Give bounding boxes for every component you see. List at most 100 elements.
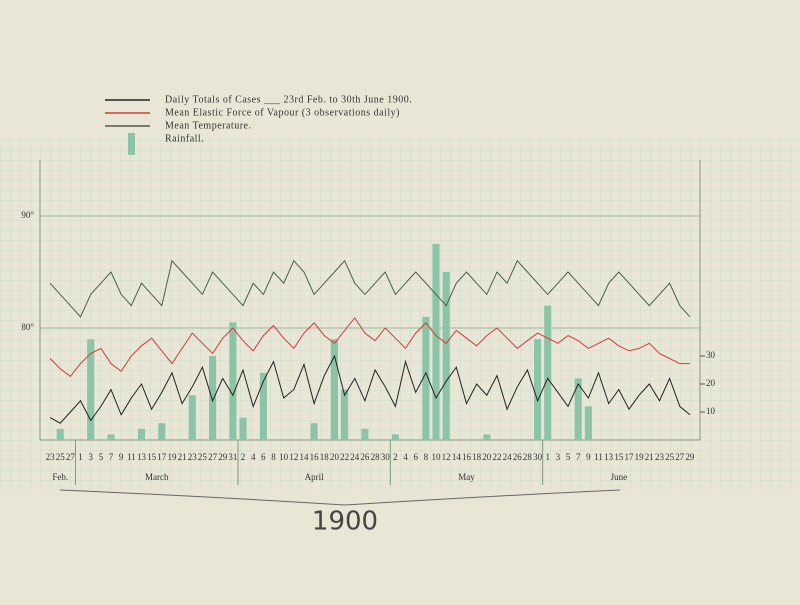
bar [239,417,247,440]
x-tick-label: 20 [330,452,340,462]
year-brace [59,489,621,506]
x-tick-label: 5 [99,452,104,462]
x-tick-label: 14 [299,452,309,462]
bar [87,339,95,440]
x-tick-label: 7 [576,452,581,462]
bar [361,428,369,440]
x-tick-label: 30 [533,452,543,462]
x-tick-label: 3 [88,452,93,462]
x-tick-label: 8 [424,452,429,462]
month-label: Feb. [52,472,68,482]
grid-background [0,140,800,490]
month-label: June [611,472,628,482]
x-tick-label: 4 [403,452,408,462]
x-tick-label: 22 [492,452,501,462]
bar [483,434,491,440]
bar [534,339,542,440]
legend-label: Rainfall. [165,133,204,144]
bar [158,423,166,440]
x-tick-label: 20 [482,452,492,462]
y2-tick-label: 30 [706,350,716,360]
bar [432,244,440,440]
bar [188,395,196,440]
month-label: March [145,472,169,482]
x-tick-label: 11 [127,452,136,462]
x-tick-label: 6 [413,452,418,462]
x-tick-label: 16 [462,452,472,462]
x-tick-label: 5 [566,452,571,462]
x-tick-label: 16 [310,452,320,462]
x-tick-label: 15 [614,452,624,462]
x-tick-label: 6 [261,452,266,462]
x-tick-label: 21 [645,452,654,462]
x-tick-label: 3 [556,452,561,462]
x-tick-label: 2 [393,452,398,462]
x-tick-label: 12 [442,452,451,462]
bar [310,423,318,440]
x-tick-label: 21 [178,452,187,462]
x-tick-label: 13 [604,452,614,462]
x-tick-label: 17 [624,452,634,462]
x-tick-label: 24 [503,452,513,462]
x-tick-label: 25 [56,452,66,462]
bar [259,372,267,440]
x-tick-label: 29 [685,452,695,462]
x-tick-label: 27 [675,452,685,462]
x-tick-label: 17 [157,452,167,462]
x-tick-label: 14 [452,452,462,462]
x-tick-label: 23 [46,452,56,462]
series-line [49,259,691,318]
x-tick-label: 12 [289,452,298,462]
x-tick-label: 8 [271,452,276,462]
x-tick-label: 23 [188,452,198,462]
x-tick-label: 15 [147,452,157,462]
x-tick-label: 19 [167,452,177,462]
bar [341,389,349,440]
x-tick-label: 18 [320,452,330,462]
bar [391,434,399,440]
bar [584,406,592,440]
bar [422,316,430,440]
series-line [49,354,691,424]
x-tick-label: 10 [432,452,442,462]
x-tick-label: 27 [208,452,218,462]
x-tick-label: 13 [137,452,147,462]
bar [330,339,339,440]
bar [107,434,115,440]
bar [442,272,450,440]
x-tick-label: 24 [350,452,360,462]
bar [209,356,217,440]
x-tick-label: 26 [360,452,370,462]
x-tick-label: 7 [109,452,114,462]
series-line [49,316,690,378]
x-tick-label: 25 [665,452,675,462]
x-tick-label: 9 [119,452,124,462]
x-tick-label: 31 [228,452,237,462]
legend-swatch [128,133,135,155]
x-tick-label: 22 [340,452,349,462]
bar [137,428,146,440]
legend-label: Mean Temperature. [165,120,251,131]
x-tick-label: 4 [251,452,256,462]
x-tick-label: 23 [655,452,665,462]
x-tick-label: 1 [545,452,550,462]
x-tick-label: 28 [371,452,381,462]
legend-label: Mean Elastic Force of Vapour (3 observat… [165,107,400,118]
y2-tick-label: 20 [706,378,716,388]
bar [56,428,64,440]
x-tick-label: 28 [523,452,533,462]
x-tick-label: 11 [594,452,603,462]
x-tick-label: 9 [586,452,591,462]
x-tick-label: 19 [635,452,645,462]
y-tick-label: 90° [21,210,34,220]
month-label: April [305,472,324,482]
x-tick-label: 1 [78,452,83,462]
bar [544,305,552,440]
x-tick-label: 30 [381,452,391,462]
x-tick-label: 29 [218,452,228,462]
month-label: May [458,472,475,482]
y-tick-label: 80° [21,322,34,332]
y2-tick-label: 10 [706,406,716,416]
